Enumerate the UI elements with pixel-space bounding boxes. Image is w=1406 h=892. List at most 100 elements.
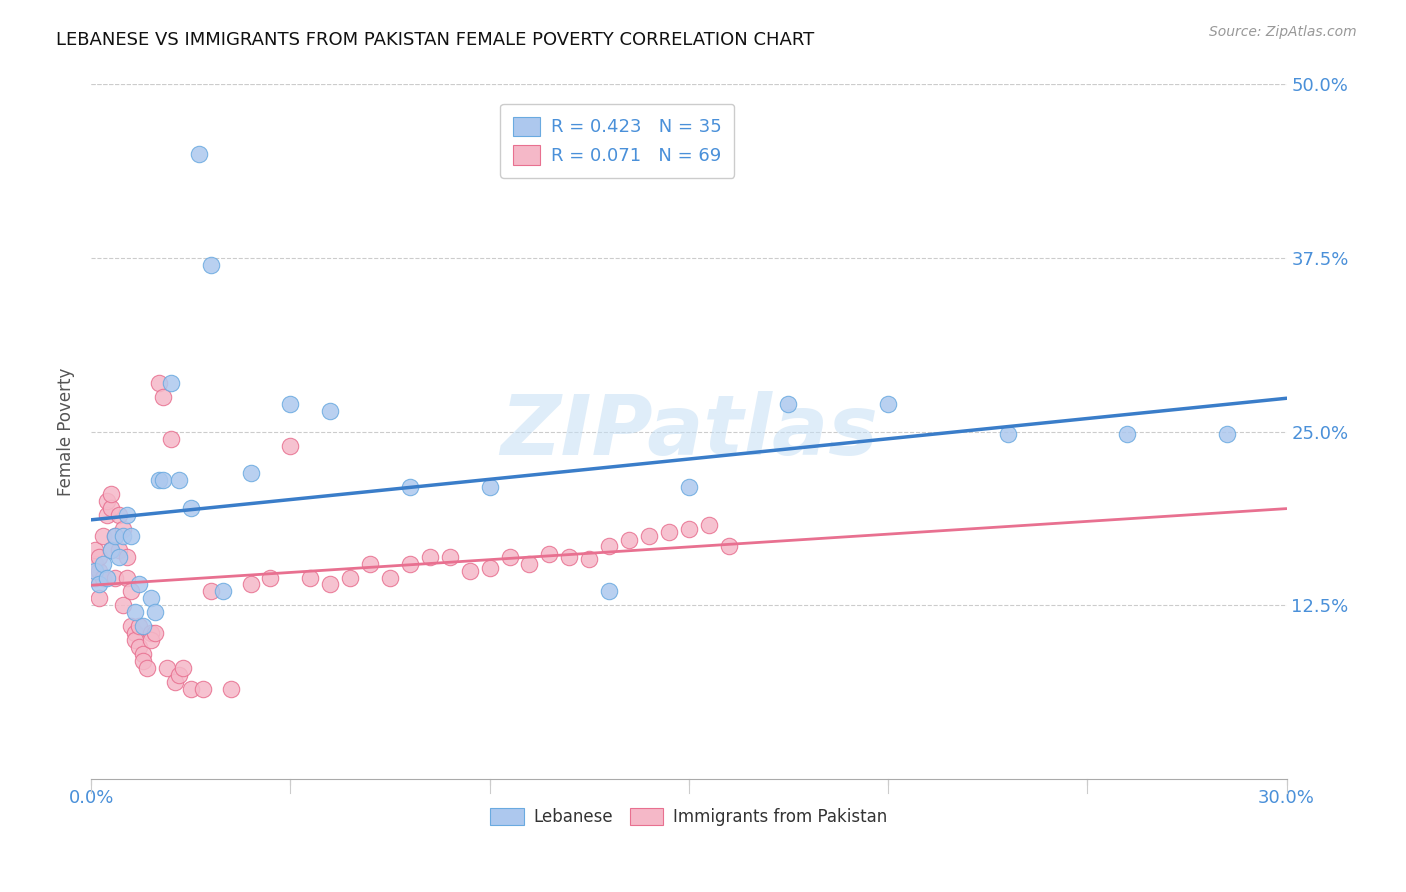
Point	[100, 501, 122, 516]
Point	[200, 258, 222, 272]
Point	[280, 397, 302, 411]
Point	[128, 577, 150, 591]
Point	[96, 570, 118, 584]
Point	[120, 619, 142, 633]
Point	[136, 661, 159, 675]
Point	[84, 557, 107, 571]
Point	[91, 557, 114, 571]
Point	[498, 549, 520, 564]
Point	[778, 397, 800, 411]
Point	[638, 529, 661, 543]
Point	[115, 508, 138, 522]
Point	[87, 549, 110, 564]
Point	[128, 640, 150, 654]
Point	[120, 529, 142, 543]
Point	[658, 524, 681, 539]
Point	[139, 633, 162, 648]
Point	[211, 584, 233, 599]
Point	[299, 570, 322, 584]
Point	[143, 626, 166, 640]
Point	[191, 681, 214, 696]
Point	[124, 633, 146, 648]
Point	[558, 549, 581, 564]
Point	[399, 480, 422, 494]
Point	[84, 542, 107, 557]
Point	[104, 529, 127, 543]
Point	[419, 549, 441, 564]
Point	[148, 473, 170, 487]
Point	[128, 619, 150, 633]
Point	[112, 599, 135, 613]
Point	[598, 584, 620, 599]
Point	[108, 508, 131, 522]
Point	[100, 542, 122, 557]
Point	[167, 473, 190, 487]
Point	[104, 570, 127, 584]
Point	[439, 549, 461, 564]
Point	[617, 533, 640, 547]
Point	[359, 557, 381, 571]
Point	[678, 522, 700, 536]
Point	[96, 508, 118, 522]
Point	[104, 529, 127, 543]
Point	[84, 570, 107, 584]
Text: LEBANESE VS IMMIGRANTS FROM PAKISTAN FEMALE POVERTY CORRELATION CHART: LEBANESE VS IMMIGRANTS FROM PAKISTAN FEM…	[56, 31, 814, 49]
Point	[200, 584, 222, 599]
Point	[108, 542, 131, 557]
Point	[115, 549, 138, 564]
Point	[378, 570, 401, 584]
Point	[108, 549, 131, 564]
Point	[132, 619, 155, 633]
Point	[152, 473, 174, 487]
Point	[87, 591, 110, 606]
Point	[124, 626, 146, 640]
Legend: Lebanese, Immigrants from Pakistan: Lebanese, Immigrants from Pakistan	[484, 802, 894, 833]
Point	[717, 539, 740, 553]
Point	[478, 480, 501, 494]
Point	[458, 564, 481, 578]
Point	[132, 654, 155, 668]
Point	[120, 584, 142, 599]
Point	[152, 390, 174, 404]
Point	[100, 487, 122, 501]
Y-axis label: Female Poverty: Female Poverty	[58, 368, 75, 496]
Point	[678, 480, 700, 494]
Point	[148, 376, 170, 390]
Point	[143, 605, 166, 619]
Point	[91, 529, 114, 543]
Point	[139, 626, 162, 640]
Point	[259, 570, 281, 584]
Point	[112, 529, 135, 543]
Point	[877, 397, 900, 411]
Point	[115, 570, 138, 584]
Point	[1116, 427, 1139, 442]
Point	[399, 557, 422, 571]
Point	[163, 674, 186, 689]
Point	[84, 564, 107, 578]
Point	[219, 681, 242, 696]
Point	[139, 591, 162, 606]
Point	[172, 661, 194, 675]
Point	[538, 547, 561, 561]
Point	[339, 570, 361, 584]
Point	[598, 539, 620, 553]
Point	[91, 570, 114, 584]
Point	[187, 147, 209, 161]
Text: Source: ZipAtlas.com: Source: ZipAtlas.com	[1209, 25, 1357, 39]
Point	[319, 404, 342, 418]
Point	[319, 577, 342, 591]
Point	[478, 561, 501, 575]
Point	[167, 667, 190, 681]
Point	[1216, 427, 1239, 442]
Point	[239, 577, 262, 591]
Point	[100, 542, 122, 557]
Point	[87, 564, 110, 578]
Point	[697, 517, 720, 532]
Point	[280, 439, 302, 453]
Point	[997, 427, 1019, 442]
Point	[578, 552, 600, 566]
Point	[180, 501, 202, 516]
Point	[87, 577, 110, 591]
Point	[160, 376, 183, 390]
Point	[124, 605, 146, 619]
